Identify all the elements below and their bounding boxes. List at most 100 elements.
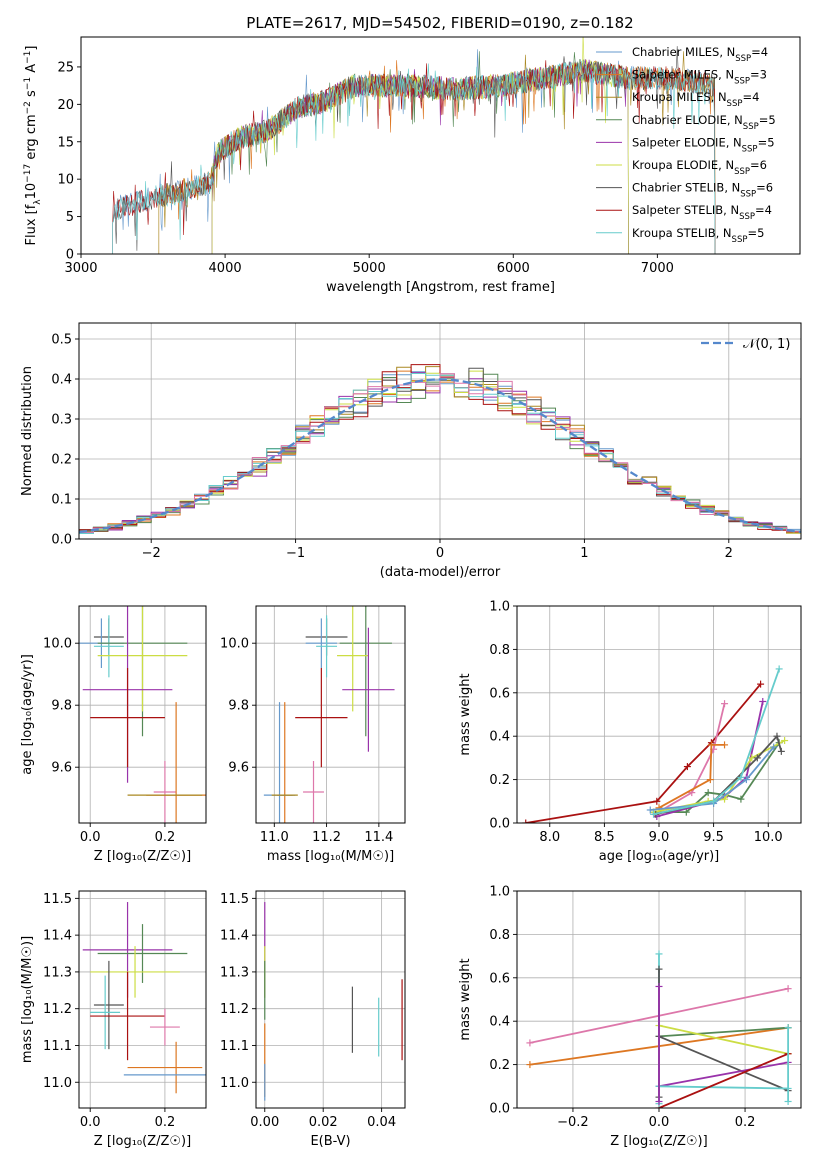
x-tick-label: 5000 <box>353 261 386 276</box>
y-tick-label: 11.1 <box>220 1039 249 1054</box>
x-tick-label: 9.5 <box>703 830 724 845</box>
y-tick-label: 10.0 <box>43 637 72 652</box>
y-tick-label: 11.2 <box>43 1002 72 1017</box>
legend-text: Kroupa STELIB, N <box>632 226 732 240</box>
y-tick-label: 0.0 <box>489 817 510 832</box>
x-tick-label: 0.0 <box>649 1115 670 1130</box>
legend-suffix: =5 <box>747 226 764 240</box>
chart-spectrum: 3000 4000 5000 6000 7000 0 5 10 15 20 25 wavelength… <box>23 36 801 295</box>
figure-title: PLATE=2617, MJD=54502, FIBERID=0190, z=0… <box>246 14 633 32</box>
x-axis-label: wavelength [Angstrom, rest frame] <box>326 280 555 295</box>
y-tick-label: 11.2 <box>220 1002 249 1017</box>
y-tick-label: 1.0 <box>489 600 510 615</box>
x-axis-label: (data-model)/error <box>380 565 501 580</box>
weight-line-5 <box>653 739 786 813</box>
legend-suffix: =6 <box>750 158 767 172</box>
axes-frame <box>255 605 406 824</box>
y-axis-label: Flux [fλ10−17 erg cm−2 s−1 A−1] <box>23 46 43 246</box>
legend-suffix: =3 <box>750 68 767 82</box>
legend-sub: SSP <box>727 99 743 109</box>
weight-line-7 <box>650 746 775 811</box>
legend-sub: SSP <box>742 144 758 154</box>
x-axis-label: Z [log₁₀(Z/Z☉)] <box>94 849 191 864</box>
axes-frame <box>255 890 406 1109</box>
x-tick-label: 3000 <box>64 261 97 276</box>
weight-line-0 <box>525 683 762 823</box>
x-tick-label: 1 <box>580 546 588 561</box>
y-tick-label: 0.6 <box>489 686 510 701</box>
y-label-part: 10 <box>24 183 39 200</box>
legend-label: Salpeter ELODIE, NSSP=5 <box>632 135 775 154</box>
weight-line-5 <box>658 1061 789 1088</box>
x-tick-label: 7000 <box>641 261 674 276</box>
x-tick-label: 10.0 <box>754 830 783 845</box>
legend-suffix: =6 <box>756 181 773 195</box>
y-label-part: λ <box>33 199 43 205</box>
chart-weight-vs-Z: −0.2 0.0 0.2 0.0 0.2 0.4 0.6 0.8 1.0 Z [log₁₀(Z/Z… <box>458 885 802 1149</box>
x-axis-label: E(B-V) <box>310 1134 350 1149</box>
weight-line-1 <box>654 703 726 816</box>
y-tick-label: 11.0 <box>220 1076 249 1091</box>
weight-line-8 <box>653 668 781 816</box>
plot-area <box>79 606 206 823</box>
x-tick-label: 8.0 <box>539 830 560 845</box>
y-tick-label: 0.8 <box>489 928 510 943</box>
y-axis-label: mass [log₁₀(M/M☉)] <box>20 936 35 1063</box>
chart-age-vs-mass: 11.0 11.2 11.4 9.6 9.8 10.0 mass [log₁₀(M/M☉)] <box>220 605 406 864</box>
legend-label: Chabrier ELODIE, NSSP=5 <box>632 113 776 132</box>
y-tick-label: 0 <box>66 248 74 263</box>
y-tick-label: 9.6 <box>51 761 72 776</box>
axes-frame <box>78 605 207 824</box>
chart-mass-vs-Z: 0.0 0.2 11.0 11.1 11.2 11.3 11.4 11.5 Z [log₁₀(Z… <box>20 890 207 1149</box>
x-tick-label: 11.4 <box>364 830 393 845</box>
chart-residuals: −2 −1 0 1 2 0.0 0.1 0.2 0.3 0.4 0.5 (data-model)/er… <box>20 322 802 580</box>
plot-area <box>264 902 403 1101</box>
y-tick-label: 0.5 <box>51 333 72 348</box>
legend-label: 𝒩(0, 1) <box>743 337 790 352</box>
plot-area <box>522 665 789 823</box>
y-tick-label: 11.4 <box>43 929 72 944</box>
y-axis-label: mass weight <box>458 958 473 1040</box>
legend-suffix: =4 <box>751 45 768 59</box>
y-tick-label: 20 <box>57 98 74 113</box>
legend-sub: SSP <box>735 54 751 64</box>
y-tick-label: 1.0 <box>489 885 510 900</box>
y-tick-label: 0.0 <box>489 1102 510 1117</box>
plot-area <box>79 364 801 539</box>
legend-sub: SSP <box>734 77 750 87</box>
x-tick-label: 11.2 <box>312 830 341 845</box>
y-tick-label: 10 <box>57 173 74 188</box>
x-tick-label: 11.0 <box>260 830 289 845</box>
y-tick-label: 9.8 <box>228 699 249 714</box>
y-tick-label: 11.5 <box>220 892 249 907</box>
chart-weight-vs-age: 8.0 8.5 9.0 9.5 10.0 0.0 0.2 0.4 0.6 0.8 1.0 age [l… <box>458 600 802 864</box>
x-tick-label: 8.5 <box>594 830 615 845</box>
x-tick-label: 0.04 <box>367 1115 396 1130</box>
y-label-part: −1 <box>23 77 33 90</box>
legend-sub: SSP <box>740 190 756 200</box>
legend-label: Kroupa MILES, NSSP=4 <box>632 90 759 109</box>
y-label-part: −17 <box>23 164 33 183</box>
y-tick-label: 0.2 <box>489 1058 510 1073</box>
y-tick-label: 0.4 <box>489 1015 510 1030</box>
x-axis-label: Z [log₁₀(Z/Z☉)] <box>94 1134 191 1149</box>
y-axis-label: Normed distribution <box>20 366 35 496</box>
legend-sub: SSP <box>739 212 755 222</box>
y-tick-label: 11.3 <box>220 965 249 980</box>
y-label-part: A <box>24 64 39 77</box>
y-tick-label: 0.4 <box>51 373 72 388</box>
spectrum-line-8 <box>112 60 716 254</box>
legend-label: Kroupa STELIB, NSSP=5 <box>632 226 764 245</box>
x-axis-label: Z [log₁₀(Z/Z☉)] <box>610 1134 707 1149</box>
y-tick-label: 0.2 <box>51 453 72 468</box>
plot-area <box>526 950 792 1108</box>
y-label-part: −2 <box>23 101 33 114</box>
x-tick-label: 0.2 <box>155 1115 176 1130</box>
y-tick-label: 9.6 <box>228 761 249 776</box>
weight-line-6 <box>658 1085 789 1090</box>
plot-area <box>82 902 206 1094</box>
y-tick-label: 15 <box>57 135 74 150</box>
legend-label: Chabrier MILES, NSSP=4 <box>632 45 768 64</box>
weight-line-3 <box>658 1024 789 1055</box>
